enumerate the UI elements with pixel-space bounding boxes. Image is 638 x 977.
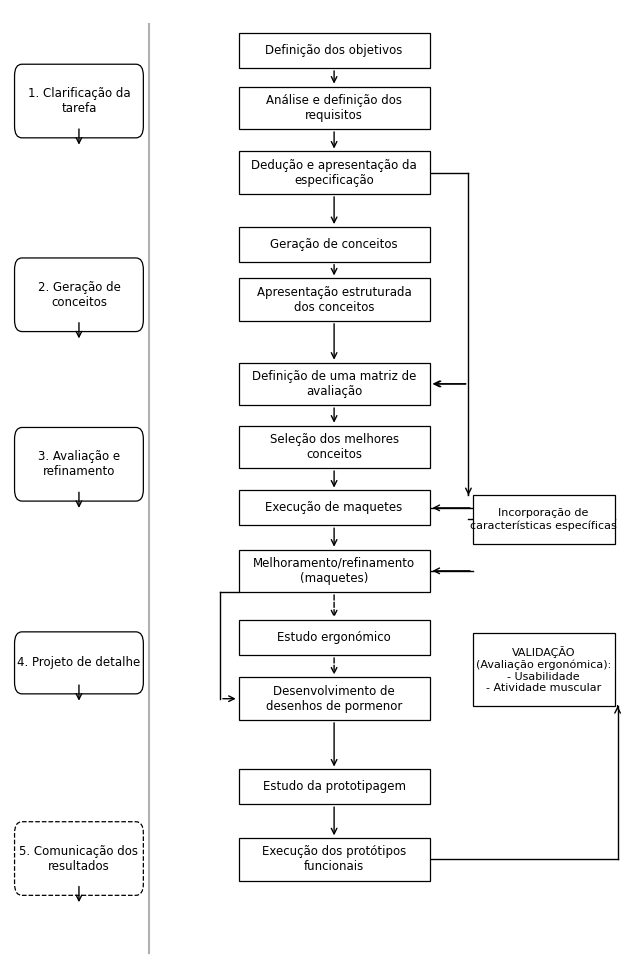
Text: 2. Geração de
conceitos: 2. Geração de conceitos [38, 280, 121, 309]
FancyBboxPatch shape [15, 64, 144, 138]
Text: 3. Avaliação e
refinamento: 3. Avaliação e refinamento [38, 450, 120, 479]
Text: 1. Clarificação da
tarefa: 1. Clarificação da tarefa [27, 87, 130, 115]
Text: 5. Comunicação dos
resultados: 5. Comunicação dos resultados [19, 844, 138, 872]
FancyBboxPatch shape [239, 227, 429, 262]
Text: Definição dos objetivos: Definição dos objetivos [265, 44, 403, 58]
Text: 4. Projeto de detalhe: 4. Projeto de detalhe [17, 657, 140, 669]
Text: Estudo ergonómico: Estudo ergonómico [278, 631, 391, 644]
FancyBboxPatch shape [239, 362, 429, 405]
FancyBboxPatch shape [15, 258, 144, 331]
Text: VALIDAÇÃO
(Avaliação ergonómica):
- Usabilidade
- Atividade muscular: VALIDAÇÃO (Avaliação ergonómica): - Usab… [476, 646, 611, 694]
Text: Geração de conceitos: Geração de conceitos [271, 237, 398, 251]
FancyBboxPatch shape [239, 151, 429, 194]
FancyBboxPatch shape [239, 87, 429, 129]
FancyBboxPatch shape [473, 633, 614, 706]
Text: Melhoramento/refinamento
(maquetes): Melhoramento/refinamento (maquetes) [253, 557, 415, 585]
FancyBboxPatch shape [239, 549, 429, 592]
Text: Incorporação de
características específicas: Incorporação de características específi… [470, 508, 617, 531]
FancyBboxPatch shape [239, 838, 429, 881]
FancyBboxPatch shape [239, 620, 429, 656]
FancyBboxPatch shape [239, 426, 429, 468]
FancyBboxPatch shape [239, 278, 429, 320]
FancyBboxPatch shape [15, 822, 144, 895]
FancyBboxPatch shape [239, 33, 429, 68]
FancyBboxPatch shape [473, 495, 614, 544]
FancyBboxPatch shape [239, 677, 429, 720]
Text: Desenvolvimento de
desenhos de pormenor: Desenvolvimento de desenhos de pormenor [266, 685, 403, 712]
FancyBboxPatch shape [239, 490, 429, 526]
Text: Execução dos protótipos
funcionais: Execução dos protótipos funcionais [262, 845, 406, 873]
FancyBboxPatch shape [15, 632, 144, 694]
Text: Dedução e apresentação da
especificação: Dedução e apresentação da especificação [251, 158, 417, 187]
FancyBboxPatch shape [15, 428, 144, 501]
Text: Apresentação estruturada
dos conceitos: Apresentação estruturada dos conceitos [256, 285, 412, 314]
Text: Análise e definição dos
requisitos: Análise e definição dos requisitos [266, 94, 402, 122]
Text: Seleção dos melhores
conceitos: Seleção dos melhores conceitos [269, 433, 399, 461]
Text: Execução de maquetes: Execução de maquetes [265, 501, 403, 514]
Text: Definição de uma matriz de
avaliação: Definição de uma matriz de avaliação [252, 370, 416, 398]
Text: Estudo da prototipagem: Estudo da prototipagem [263, 781, 406, 793]
FancyBboxPatch shape [239, 770, 429, 804]
